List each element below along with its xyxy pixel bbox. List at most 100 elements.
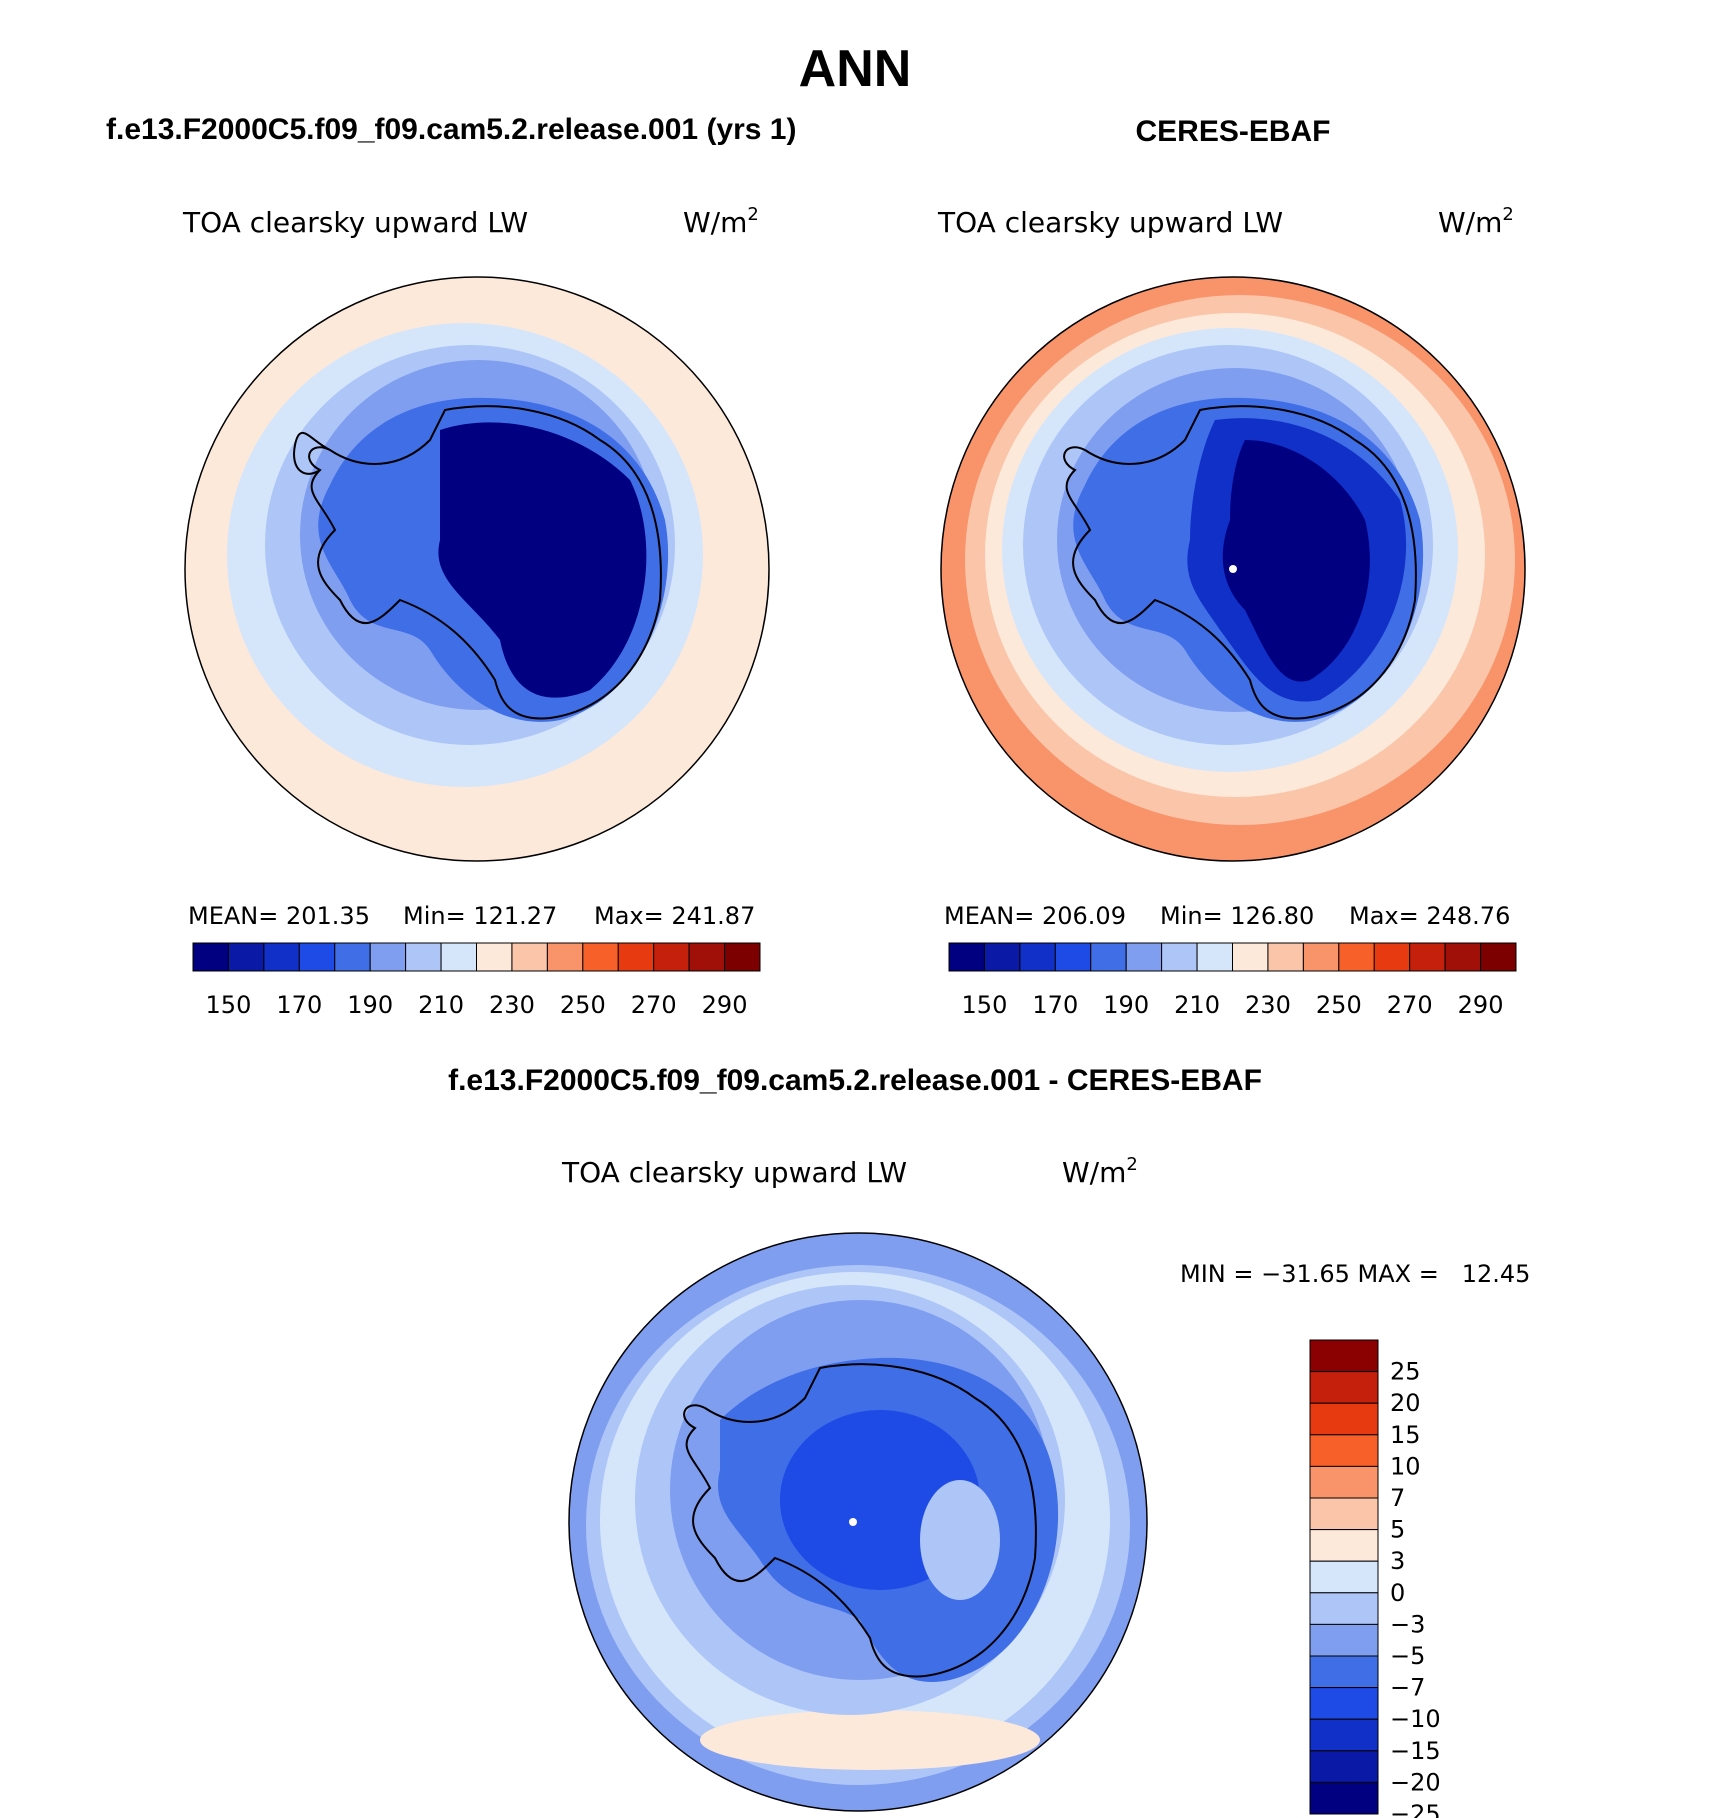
continent-model-interior bbox=[438, 422, 647, 698]
panel-diff-units: W/m2 bbox=[1062, 1154, 1138, 1189]
colorbar-tick-label: 210 bbox=[1174, 991, 1220, 1019]
colorbar-tick-label: 290 bbox=[1458, 991, 1504, 1019]
colorbar-swatch bbox=[1090, 942, 1127, 972]
colorbar-swatch bbox=[653, 942, 690, 972]
polar-map-model bbox=[185, 277, 769, 861]
coastline-model bbox=[308, 405, 662, 720]
polar-map-obs bbox=[941, 277, 1525, 861]
colorbar-tick-label: 3 bbox=[1390, 1547, 1405, 1575]
colorbar-tick-label: 25 bbox=[1390, 1358, 1421, 1386]
colorbar-swatch bbox=[1309, 1529, 1379, 1562]
colorbar-swatch bbox=[1309, 1465, 1379, 1499]
colorbar-tick-label: −25 bbox=[1390, 1800, 1441, 1818]
colorbar-swatch bbox=[1309, 1781, 1379, 1815]
colorbar-swatch bbox=[298, 942, 336, 972]
colorbar-tick-label: 230 bbox=[489, 991, 535, 1019]
colorbar-swatch bbox=[1309, 1434, 1379, 1467]
colorbar-labels-obs: 150 170 190 210 230 250 270 290 bbox=[962, 991, 1504, 1019]
colorbar-swatch bbox=[948, 942, 985, 972]
colorbar-tick-label: 210 bbox=[418, 991, 464, 1019]
colorbar-swatch bbox=[1409, 942, 1446, 972]
colorbar-swatch bbox=[227, 942, 265, 972]
colorbar-swatch bbox=[983, 942, 1021, 972]
coastline-obs bbox=[1063, 405, 1417, 720]
colorbar-tick-label: 150 bbox=[962, 991, 1008, 1019]
colorbar-swatch bbox=[511, 942, 548, 972]
colorbar-swatch bbox=[440, 942, 477, 972]
colorbar-swatch bbox=[1309, 1560, 1379, 1594]
colorbar-swatch bbox=[192, 942, 229, 972]
colorbar-swatch bbox=[1309, 1497, 1379, 1531]
colorbar-swatch bbox=[369, 942, 407, 972]
continent-diff-light bbox=[920, 1480, 1000, 1600]
stat-max-obs: Max= 248.76 bbox=[1349, 902, 1510, 930]
stat-max-model: Max= 241.87 bbox=[594, 902, 755, 930]
colorbar-tick-label: 270 bbox=[631, 991, 677, 1019]
colorbar-swatch bbox=[724, 942, 761, 972]
panel-diff-header: f.e13.F2000C5.f09_f09.cam5.2.release.001… bbox=[448, 1064, 1262, 1097]
panel-diff-variable: TOA clearsky upward LW bbox=[561, 1156, 907, 1189]
colorbar-swatch bbox=[1373, 942, 1411, 972]
colorbar-swatch bbox=[1309, 1339, 1379, 1373]
colorbar-swatch bbox=[1309, 1402, 1379, 1436]
colorbar-tick-label: −15 bbox=[1390, 1737, 1441, 1765]
panel-obs: CERES-EBAF TOA clearsky upward LW W/m2 M… bbox=[937, 115, 1526, 1019]
colorbar-swatch bbox=[1309, 1623, 1379, 1657]
colorbar-swatch bbox=[582, 942, 619, 972]
colorbar-tick-label: −5 bbox=[1390, 1642, 1425, 1670]
colorbar-swatch bbox=[617, 942, 655, 972]
colorbar-swatch bbox=[1232, 942, 1269, 972]
colorbar-tick-label: 20 bbox=[1390, 1389, 1421, 1417]
colorbar-swatch bbox=[1309, 1371, 1379, 1404]
stat-min-obs: Min= 126.80 bbox=[1160, 902, 1314, 930]
peninsula-model bbox=[293, 431, 331, 475]
stat-min-model: Min= 121.27 bbox=[403, 902, 557, 930]
colorbar-tick-label: 10 bbox=[1390, 1452, 1421, 1480]
panel-model-header: f.e13.F2000C5.f09_f09.cam5.2.release.001… bbox=[106, 113, 796, 146]
colorbar-swatch bbox=[263, 942, 300, 972]
panel-diff: f.e13.F2000C5.f09_f09.cam5.2.release.001… bbox=[448, 1064, 1530, 1818]
colorbar-labels-diff: 25 20 15 10 7 5 3 0 −3 −5 −7 −10 −15 −20 −25 bbox=[1390, 1358, 1441, 1818]
pole-marker-obs bbox=[1229, 565, 1237, 573]
colorbar-swatch bbox=[1302, 942, 1340, 972]
polar-map-diff bbox=[569, 1233, 1147, 1811]
colorbar-swatch bbox=[1309, 1655, 1379, 1689]
colorbar-tick-label: −3 bbox=[1390, 1610, 1425, 1638]
diff-minmax: MIN = −31.65 MAX = 12.45 bbox=[1180, 1260, 1530, 1288]
pole-marker-diff bbox=[849, 1518, 857, 1526]
colorbar-swatch bbox=[476, 942, 513, 972]
map-border-diff bbox=[568, 1232, 1148, 1812]
colorbar-swatch bbox=[1267, 942, 1304, 972]
panel-model-units: W/m2 bbox=[683, 204, 759, 239]
colorbar-tick-label: 5 bbox=[1390, 1516, 1405, 1544]
colorbar-swatch bbox=[1054, 942, 1092, 972]
panel-obs-variable: TOA clearsky upward LW bbox=[937, 206, 1283, 239]
colorbar-tick-label: 190 bbox=[1103, 991, 1149, 1019]
colorbar-tick-label: 290 bbox=[702, 991, 748, 1019]
colorbar-swatch bbox=[1480, 942, 1517, 972]
map-border-obs bbox=[940, 276, 1526, 862]
colorbar-swatch bbox=[688, 942, 726, 972]
panel-model: f.e13.F2000C5.f09_f09.cam5.2.release.001… bbox=[106, 113, 796, 1019]
colorbar-swatch bbox=[1196, 942, 1233, 972]
colorbar-tick-label: 270 bbox=[1387, 991, 1433, 1019]
colorbar-tick-label: −10 bbox=[1390, 1705, 1441, 1733]
colorbar-tick-label: 250 bbox=[1316, 991, 1362, 1019]
band-diff-warm bbox=[700, 1710, 1040, 1770]
colorbar-swatch bbox=[1309, 1687, 1379, 1720]
colorbar-tick-label: 190 bbox=[347, 991, 393, 1019]
colorbar-swatch bbox=[1309, 1592, 1379, 1625]
panel-obs-units: W/m2 bbox=[1438, 204, 1514, 239]
panel-obs-header: CERES-EBAF bbox=[1135, 115, 1330, 148]
colorbar-swatch bbox=[334, 942, 371, 972]
colorbar-swatch bbox=[405, 942, 442, 972]
colorbar-swatch bbox=[546, 942, 584, 972]
colorbar-tick-label: −7 bbox=[1390, 1674, 1425, 1702]
panel-model-variable: TOA clearsky upward LW bbox=[182, 206, 528, 239]
colorbar-tick-label: 170 bbox=[276, 991, 322, 1019]
continent-obs-interior bbox=[1222, 440, 1370, 682]
colorbar-tick-label: 15 bbox=[1390, 1421, 1421, 1449]
stat-mean-obs: MEAN= 206.09 bbox=[944, 902, 1126, 930]
colorbar-swatch bbox=[1338, 942, 1375, 972]
colorbar-tick-label: 230 bbox=[1245, 991, 1291, 1019]
